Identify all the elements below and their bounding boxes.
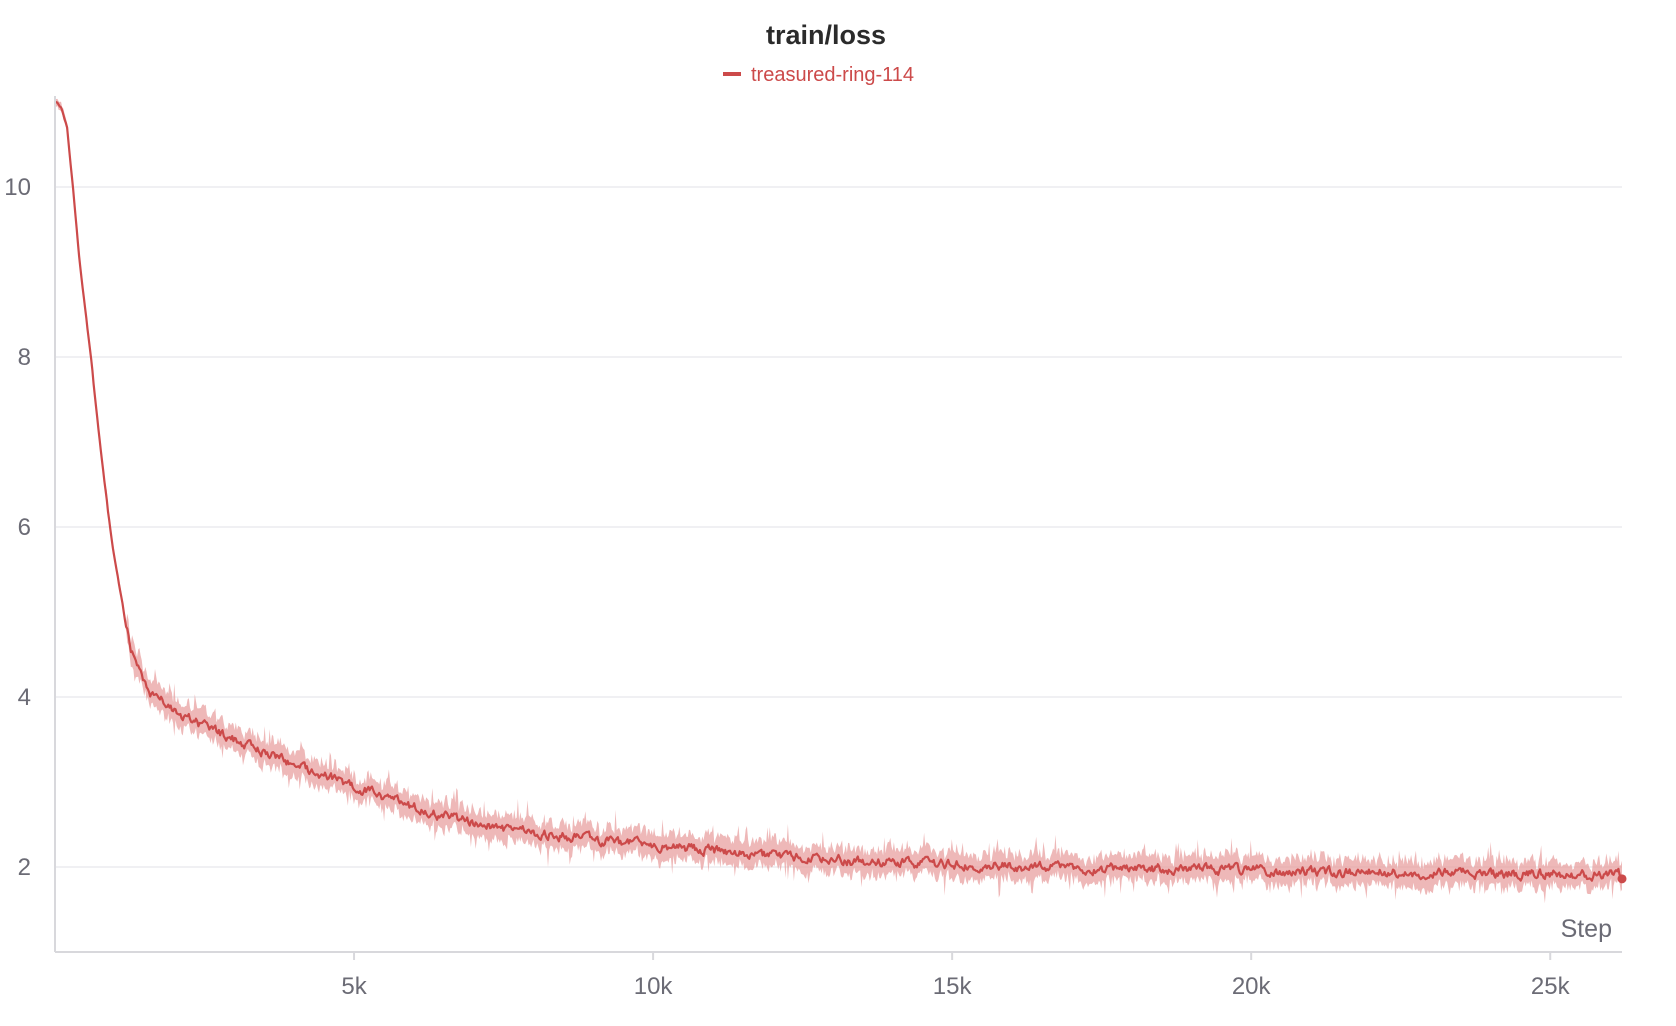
series-noise-band [55, 98, 1622, 904]
x-tick-label: 20k [1232, 973, 1272, 1000]
legend-entry: treasured-ring-114 [751, 64, 914, 86]
y-tick-label: 2 [18, 854, 31, 881]
y-tick-label: 8 [18, 344, 31, 371]
x-axis-label: Step [1561, 915, 1612, 943]
y-tick-labels: 2 4 6 8 10 [4, 174, 31, 881]
noise-band-layer [55, 98, 1622, 904]
chart-title: train/loss [766, 20, 886, 50]
series-line-layer[interactable] [54, 100, 1627, 884]
x-tick-label: 5k [341, 973, 367, 1000]
y-tick-label: 6 [18, 514, 31, 541]
x-tick-label: 10k [634, 973, 674, 1000]
series-end-point [1617, 874, 1627, 884]
x-tick-label: 15k [933, 973, 973, 1000]
legend[interactable]: treasured-ring-114 [723, 64, 914, 86]
x-tick-label: 25k [1531, 973, 1571, 1000]
grid [55, 186, 1622, 868]
y-tick-label: 4 [18, 684, 31, 711]
series-line-treasured-ring-114[interactable] [54, 100, 1623, 882]
x-tick-labels: 5k 10k 15k 20k 25k [341, 973, 1570, 1000]
axes [54, 96, 1622, 960]
y-tick-label: 10 [4, 174, 31, 201]
